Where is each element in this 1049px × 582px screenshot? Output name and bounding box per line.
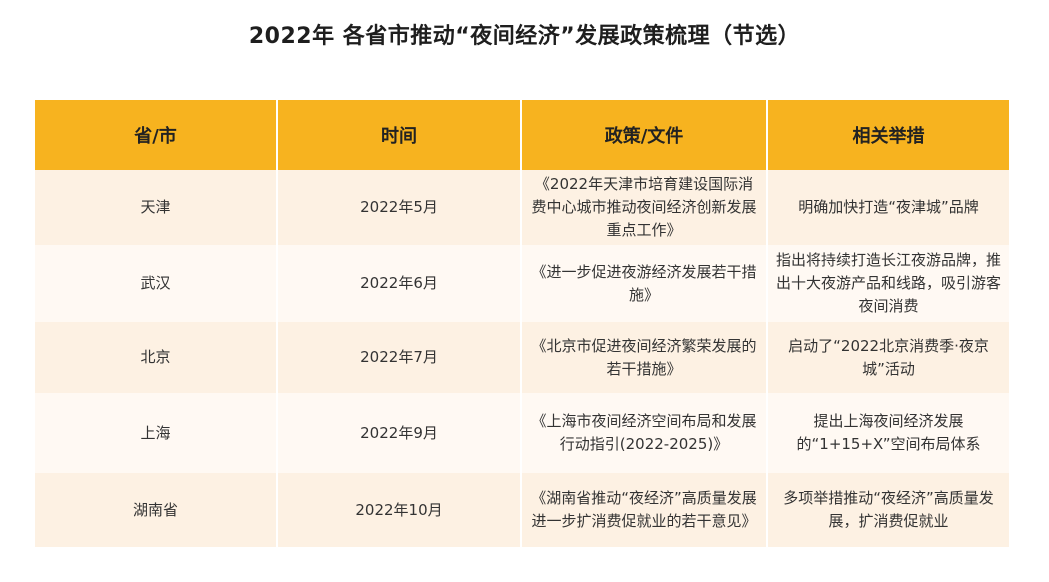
cell-measures: 指出将持续打造长江夜游品牌，推出十大夜游产品和线路，吸引游客夜间消费: [768, 245, 1009, 322]
column-header-region: 省/市: [35, 100, 276, 170]
cell-policy: 《上海市夜间经济空间布局和发展行动指引(2022-2025)》: [522, 393, 766, 473]
cell-date: 2022年5月: [278, 170, 520, 245]
cell-measures: 提出上海夜间经济发展的“1+15+X”空间布局体系: [768, 393, 1009, 473]
table-row: 武汉 2022年6月 《进一步促进夜游经济发展若干措施》 指出将持续打造长江夜游…: [35, 245, 1009, 322]
cell-date: 2022年7月: [278, 322, 520, 393]
cell-policy: 《北京市促进夜间经济繁荣发展的若干措施》: [522, 322, 766, 393]
table-row: 上海 2022年9月 《上海市夜间经济空间布局和发展行动指引(2022-2025…: [35, 393, 1009, 473]
cell-policy: 《2022年天津市培育建设国际消费中心城市推动夜间经济创新发展重点工作》: [522, 170, 766, 245]
cell-measures: 明确加快打造“夜津城”品牌: [768, 170, 1009, 245]
cell-date: 2022年6月: [278, 245, 520, 322]
cell-region: 湖南省: [35, 473, 276, 547]
table-row: 天津 2022年5月 《2022年天津市培育建设国际消费中心城市推动夜间经济创新…: [35, 170, 1009, 245]
cell-measures: 启动了“2022北京消费季·夜京城”活动: [768, 322, 1009, 393]
page-title: 2022年 各省市推动“夜间经济”发展政策梳理（节选）: [248, 24, 801, 49]
cell-measures: 多项举措推动“夜经济”高质量发展，扩消费促就业: [768, 473, 1009, 547]
cell-date: 2022年9月: [278, 393, 520, 473]
cell-region: 北京: [35, 322, 276, 393]
table-header-row: 省/市 时间 政策/文件 相关举措: [35, 100, 1009, 170]
cell-date: 2022年10月: [278, 473, 520, 547]
column-header-date: 时间: [278, 100, 520, 170]
policy-table: 省/市 时间 政策/文件 相关举措 天津 2022年5月 《2022年天津市培育…: [33, 100, 1011, 547]
table-row: 北京 2022年7月 《北京市促进夜间经济繁荣发展的若干措施》 启动了“2022…: [35, 322, 1009, 393]
cell-policy: 《进一步促进夜游经济发展若干措施》: [522, 245, 766, 322]
column-header-policy: 政策/文件: [522, 100, 766, 170]
cell-region: 上海: [35, 393, 276, 473]
table-row: 湖南省 2022年10月 《湖南省推动“夜经济”高质量发展 进一步扩消费促就业的…: [35, 473, 1009, 547]
cell-policy: 《湖南省推动“夜经济”高质量发展 进一步扩消费促就业的若干意见》: [522, 473, 766, 547]
cell-region: 武汉: [35, 245, 276, 322]
cell-region: 天津: [35, 170, 276, 245]
column-header-measures: 相关举措: [768, 100, 1009, 170]
